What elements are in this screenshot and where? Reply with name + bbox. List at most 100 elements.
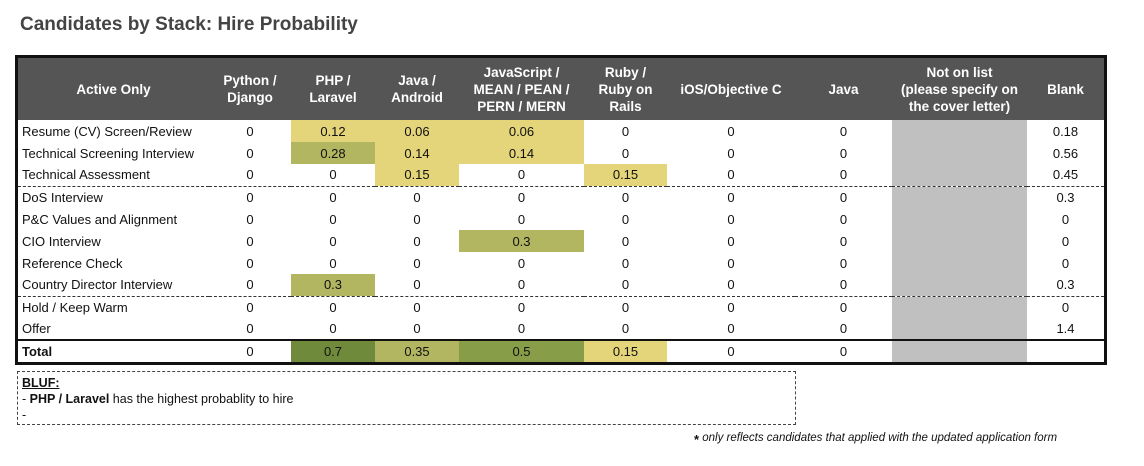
table-cell: 0	[839, 233, 848, 249]
bluf-box: BLUF: - PHP / Laravel has the highest pr…	[17, 371, 796, 425]
table-cell: 0	[621, 255, 630, 271]
table-cell: 0	[246, 255, 254, 271]
table-row: Technical Screening Interview 0 0.28 0.14 0.…	[18, 142, 1104, 164]
table-cell: 0	[517, 189, 526, 205]
column-header: Python / Django	[223, 73, 277, 105]
table-cell: 0	[413, 211, 421, 227]
table-cell: 0.56	[1052, 145, 1079, 161]
table-cell: 0	[727, 233, 735, 249]
bluf-line-1: - PHP / Laravel has the highest probabli…	[22, 392, 294, 406]
column-header: JavaScript / MEAN / PEAN / PERN / MERN	[473, 64, 570, 114]
table-cell: 0	[727, 123, 735, 139]
table-cell: 0	[246, 123, 254, 139]
hire-probability-table: Active Only Python / Django PHP / Laravel Jav…	[15, 55, 1107, 365]
table-cell: 0	[839, 145, 848, 161]
table-cell: 0	[291, 164, 375, 187]
table-cell: 0	[727, 189, 735, 205]
table-cell: 0	[839, 189, 848, 205]
table-cell	[892, 252, 1027, 274]
table-cell: 0	[413, 321, 421, 336]
table-cell: 0	[329, 299, 337, 315]
table-cell: 0	[584, 274, 667, 297]
table-cell: 0.28	[291, 142, 375, 164]
row-label: Offer	[22, 321, 51, 336]
table-cell: 0.3	[459, 230, 584, 252]
row-label: Resume (CV) Screen/Review	[22, 123, 192, 139]
table-cell: 0	[727, 145, 735, 161]
table-cell: 0	[209, 164, 291, 187]
footnote-star: *	[694, 432, 700, 447]
table-cell: 0	[667, 164, 795, 187]
row-label: P&C Values and Alignment	[22, 211, 178, 227]
table-row: DoS Interview 0 0 0 0 0 0 0 0.3	[18, 186, 1104, 208]
table-cell: 0	[839, 255, 848, 271]
row-label: DoS Interview	[22, 189, 103, 205]
table-cell: 0	[839, 123, 848, 139]
table-cell: 0.18	[1052, 123, 1079, 139]
table-cell: 0.14	[459, 142, 584, 164]
table-cell: 0	[517, 321, 526, 336]
table-cell: 0	[621, 299, 630, 315]
column-header: Active Only	[76, 81, 151, 97]
column-header: Not on list (please specify on the cover l…	[892, 58, 1027, 120]
column-header: PHP / Laravel	[309, 73, 357, 105]
table-cell: 0	[329, 321, 337, 336]
table-cell: 0	[413, 233, 421, 249]
table-row: Reference Check 0 0 0 0 0 0 0 0	[18, 252, 1104, 274]
table-cell: 0.3	[1027, 274, 1104, 297]
table-cell: 0	[727, 255, 735, 271]
table-cell: 0	[727, 321, 735, 336]
table-row: P&C Values and Alignment 0 0 0 0 0 0 0 0	[18, 208, 1104, 230]
table-cell: 0	[1061, 211, 1070, 227]
table-cell: 0	[795, 339, 892, 362]
table-cell: 0	[839, 299, 848, 315]
row-label: Technical Screening Interview	[22, 145, 194, 161]
table-cell: 0	[329, 211, 337, 227]
column-header: Blank	[1047, 81, 1084, 97]
table-row: Technical Assessment 0 0 0.15 0 0.15 0 0 0.45	[18, 164, 1104, 187]
table-cell: 0	[246, 321, 254, 336]
table-cell	[1027, 339, 1104, 362]
table-cell: 0.15	[375, 164, 459, 187]
table-cell: 0	[727, 299, 735, 315]
table-row: Resume (CV) Screen/Review 0 0.12 0.06 0.06 0 0…	[18, 120, 1104, 142]
table-cell	[892, 274, 1027, 297]
table-cell: 0.7	[291, 339, 375, 362]
table-body: Resume (CV) Screen/Review 0 0.12 0.06 0.06 0 0…	[18, 120, 1104, 362]
table-cell: 0	[795, 274, 892, 297]
table-cell: 0	[413, 299, 421, 315]
table-cell: 0	[246, 145, 254, 161]
table-cell	[892, 318, 1027, 340]
table-cell: 0	[413, 255, 421, 271]
page-title: Candidates by Stack: Hire Probability	[20, 14, 358, 35]
bluf-heading: BLUF:	[22, 376, 60, 390]
row-label: CIO Interview	[22, 233, 101, 249]
table-cell: 0	[1061, 255, 1070, 271]
table-cell: 0.5	[459, 339, 584, 362]
table-cell: 0	[246, 189, 254, 205]
table-cell: 0	[621, 189, 630, 205]
table-cell: 0.3	[1056, 189, 1075, 205]
table-cell: 0	[329, 189, 337, 205]
table-cell: 0.45	[1027, 164, 1104, 187]
table-cell: 0	[329, 255, 337, 271]
table-cell: 0	[667, 339, 795, 362]
table-cell: 0.14	[375, 142, 459, 164]
table-cell	[892, 339, 1027, 362]
table-row: CIO Interview 0 0 0 0.3 0 0 0 0	[18, 230, 1104, 252]
table-header-row: Active Only Python / Django PHP / Laravel Jav…	[18, 58, 1104, 120]
table-cell: 0	[621, 123, 630, 139]
table-cell: 0	[621, 145, 630, 161]
table-cell: 0.35	[375, 339, 459, 362]
table-cell: 0	[517, 211, 526, 227]
table-cell: 0	[329, 233, 337, 249]
row-label: Technical Assessment	[18, 164, 209, 187]
table-cell: 0	[246, 211, 254, 227]
table-cell	[892, 164, 1027, 187]
table-cell	[892, 296, 1027, 318]
table-cell: 0	[375, 274, 459, 297]
bluf-highlight: PHP / Laravel	[29, 392, 110, 406]
total-row: Total 0 0.7 0.35 0.5 0.15 0 0	[18, 339, 1104, 362]
table-cell: 0	[667, 274, 795, 297]
table-row: Country Director Interview 0 0.3 0 0 0 0 0 0.3	[18, 274, 1104, 297]
